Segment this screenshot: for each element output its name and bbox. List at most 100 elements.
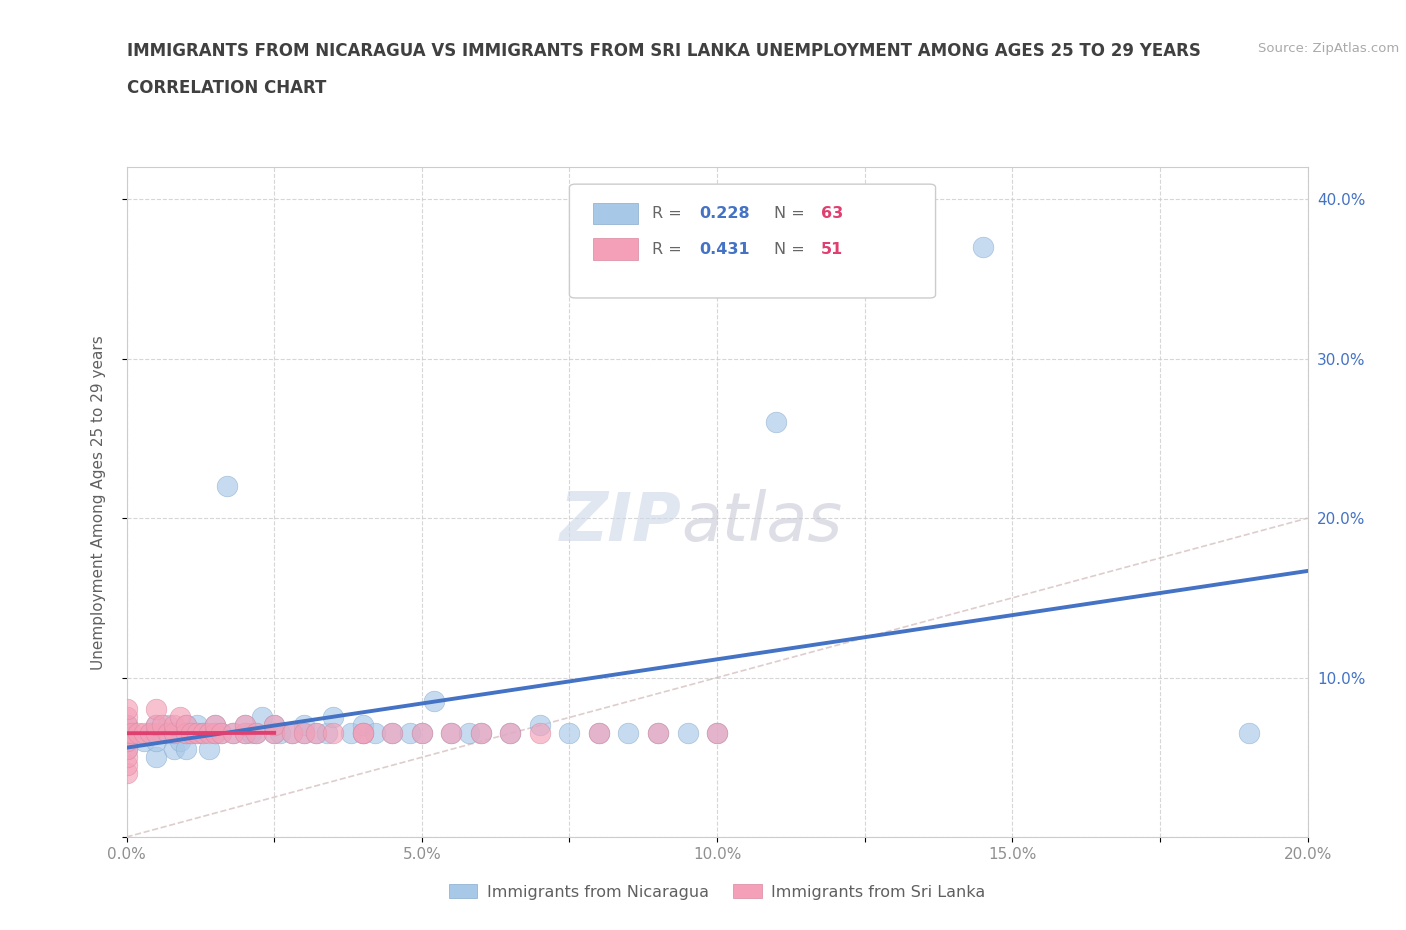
Point <box>1237 726 1260 741</box>
Point <box>174 718 197 733</box>
Point <box>292 718 315 733</box>
Point <box>115 726 138 741</box>
Point <box>145 726 167 741</box>
Point <box>139 726 162 741</box>
Point <box>647 726 669 741</box>
Point <box>588 726 610 741</box>
Point <box>115 702 138 717</box>
Point <box>399 726 422 741</box>
Point <box>163 718 186 733</box>
Point <box>233 718 256 733</box>
Text: ZIP: ZIP <box>560 489 682 555</box>
Point <box>316 726 339 741</box>
Text: R =: R = <box>652 206 688 221</box>
Point <box>215 479 238 494</box>
Point <box>706 726 728 741</box>
Point <box>115 765 138 780</box>
Point <box>292 726 315 741</box>
Point <box>145 750 167 764</box>
Point <box>204 726 226 741</box>
Point <box>470 726 492 741</box>
Point <box>381 726 404 741</box>
Point <box>180 726 202 741</box>
Point <box>972 240 994 255</box>
Point <box>499 726 522 741</box>
Point <box>169 734 191 749</box>
Point <box>209 726 232 741</box>
Point <box>245 726 267 741</box>
Text: N =: N = <box>773 242 810 257</box>
Text: atlas: atlas <box>682 489 842 555</box>
Point <box>127 726 149 741</box>
Text: R =: R = <box>652 242 688 257</box>
Point <box>145 702 167 717</box>
Point <box>115 742 138 757</box>
Point <box>193 726 215 741</box>
Point <box>322 726 344 741</box>
Point <box>115 710 138 724</box>
Point <box>411 726 433 741</box>
Text: 63: 63 <box>821 206 844 221</box>
Point <box>204 718 226 733</box>
Point <box>304 726 326 741</box>
Point <box>381 726 404 741</box>
Point <box>529 726 551 741</box>
Point <box>115 758 138 773</box>
Point <box>281 726 304 741</box>
Text: 0.431: 0.431 <box>699 242 749 257</box>
Point <box>186 726 208 741</box>
Point <box>529 718 551 733</box>
Point <box>499 726 522 741</box>
Point <box>352 726 374 741</box>
Point <box>115 726 138 741</box>
Point <box>352 726 374 741</box>
Point <box>145 718 167 733</box>
Point <box>163 742 186 757</box>
Point <box>411 726 433 741</box>
Point <box>422 694 444 709</box>
Point <box>115 734 138 749</box>
Text: Source: ZipAtlas.com: Source: ZipAtlas.com <box>1258 42 1399 55</box>
Point <box>204 726 226 741</box>
Point <box>245 726 267 741</box>
Text: N =: N = <box>773 206 810 221</box>
Bar <box>593 203 638 224</box>
Point <box>363 726 385 741</box>
Point <box>180 726 202 741</box>
Point <box>163 726 186 741</box>
Point <box>281 726 304 741</box>
Point <box>174 726 197 741</box>
Point <box>239 726 262 741</box>
Point <box>617 726 640 741</box>
FancyBboxPatch shape <box>569 184 935 298</box>
Point <box>186 726 208 741</box>
Point <box>222 726 245 741</box>
Point <box>340 726 363 741</box>
Point <box>209 726 232 741</box>
Point <box>134 726 156 741</box>
Point <box>352 726 374 741</box>
Text: CORRELATION CHART: CORRELATION CHART <box>127 79 326 97</box>
Point <box>134 734 156 749</box>
Point <box>145 718 167 733</box>
Point <box>458 726 481 741</box>
Point <box>156 726 179 741</box>
Point <box>145 734 167 749</box>
Point <box>558 726 581 741</box>
Point <box>156 718 179 733</box>
Point <box>115 750 138 764</box>
Point <box>263 718 285 733</box>
Point <box>292 726 315 741</box>
Point <box>588 726 610 741</box>
Point <box>440 726 463 741</box>
Point <box>186 718 208 733</box>
Point <box>198 742 221 757</box>
Point <box>233 726 256 741</box>
Point <box>115 718 138 733</box>
Point <box>269 726 291 741</box>
Bar <box>593 238 638 259</box>
Point <box>174 726 197 741</box>
Point <box>440 726 463 741</box>
Point <box>263 726 285 741</box>
Point <box>115 742 138 757</box>
